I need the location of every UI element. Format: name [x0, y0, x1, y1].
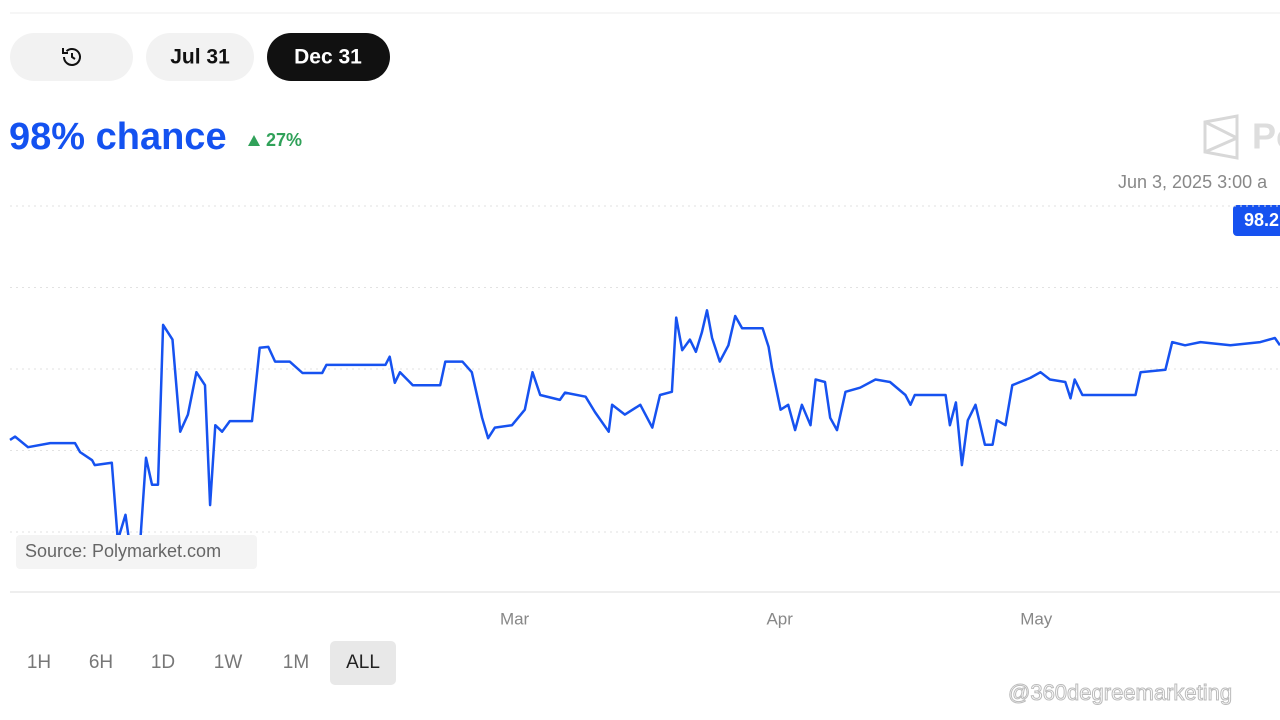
range-buttons: 1H 6H 1D 1W 1M ALL: [27, 652, 380, 673]
range-selected-bg: [330, 641, 396, 685]
logo-text: Po: [1252, 116, 1280, 157]
logo-icon: [1203, 114, 1239, 160]
range-button[interactable]: ALL: [346, 652, 380, 673]
range-button[interactable]: 1M: [283, 652, 309, 673]
x-tick-label: May: [1020, 609, 1053, 628]
tab-button[interactable]: [146, 33, 254, 81]
tooltip-badge: [1233, 205, 1280, 236]
source-box: [16, 535, 257, 569]
range-button[interactable]: 1D: [151, 652, 175, 673]
x-tick-label: Mar: [500, 609, 530, 628]
tab-label: Dec 31: [294, 46, 362, 69]
up-arrow: [248, 135, 260, 146]
range-button[interactable]: 6H: [89, 652, 113, 673]
tooltip-value: 98.2: [1244, 210, 1279, 230]
headline: 98% chance: [9, 116, 227, 158]
plot: Mar Apr May: [9, 205, 1280, 628]
source: Source: Polymarket.com: [25, 541, 221, 561]
tooltip-date: Jun 3, 2025 3:00 a: [1118, 172, 1268, 192]
history-icon: [62, 48, 81, 66]
change: 27%: [266, 130, 302, 150]
watermark: @360degreemarketing: [1008, 680, 1232, 705]
tab-button-selected[interactable]: [267, 33, 390, 81]
x-tick-label: Apr: [766, 609, 793, 628]
tab-label: Jul 31: [170, 46, 230, 69]
range-button[interactable]: 1W: [214, 652, 243, 673]
range-button[interactable]: 1H: [27, 652, 51, 673]
price-line: [9, 309, 1280, 547]
